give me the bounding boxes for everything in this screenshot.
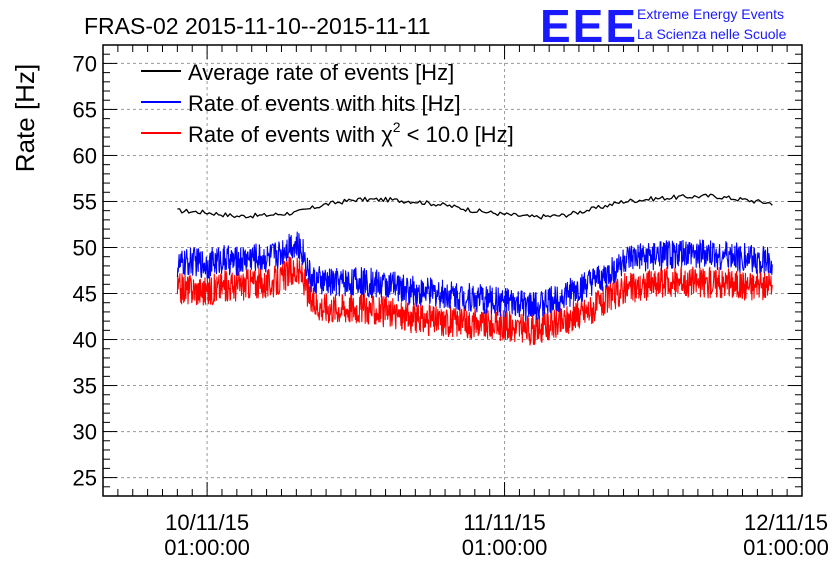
y-tick-label: 45 — [73, 282, 97, 307]
x-tick-label-time: 01:00:00 — [462, 535, 548, 560]
series-layer — [176, 193, 773, 346]
y-tick-label: 30 — [73, 420, 97, 445]
legend-entry-label: Rate of events with χ2 < 10.0 [Hz] — [188, 119, 514, 147]
y-tick-label: 60 — [73, 143, 97, 168]
y-axis-label: Rate [Hz] — [10, 64, 40, 172]
x-tick-label-time: 01:00:00 — [743, 535, 829, 560]
series-line-hits — [176, 231, 773, 321]
y-tick-label: 65 — [73, 97, 97, 122]
x-tick-label-date: 10/11/15 — [165, 510, 249, 535]
plot-frame — [102, 44, 803, 497]
legend: Average rate of events [Hz] Rate of event… — [141, 60, 514, 147]
eee-logo-line1: Extreme Energy Events — [637, 6, 784, 22]
legend-entry-label: Average rate of events [Hz] — [188, 60, 454, 85]
x-tick-label-date: 11/11/15 — [463, 510, 545, 535]
x-tick-labels: 10/11/1501:00:0011/11/1501:00:0012/11/15… — [164, 510, 829, 560]
x-tick-label-date: 12/11/15 — [744, 510, 828, 535]
y-tick-label: 55 — [73, 189, 97, 214]
eee-logo-line2: La Scienza nelle Scuole — [637, 26, 787, 42]
series-line-chi2 — [176, 256, 773, 346]
y-tick-label: 35 — [73, 374, 97, 399]
x-tick-label-time: 01:00:00 — [164, 535, 250, 560]
y-tick-label: 40 — [73, 328, 97, 353]
y-tick-labels: 25 30 35 40 45 50 55 60 65 70 — [73, 51, 97, 490]
chart-title: FRAS-02 2015-11-10--2015-11-11 — [84, 13, 430, 39]
y-tick-label: 70 — [73, 51, 97, 76]
eee-logo: EEE Extreme Energy Events La Scienza nel… — [540, 0, 787, 52]
axis-ticks — [103, 44, 803, 497]
y-tick-label: 50 — [73, 235, 97, 260]
eee-logo-letters: EEE — [540, 0, 638, 52]
legend-entry-label: Rate of events with hits [Hz] — [188, 91, 461, 116]
series-line-average — [177, 193, 773, 220]
y-tick-label: 25 — [73, 466, 97, 491]
